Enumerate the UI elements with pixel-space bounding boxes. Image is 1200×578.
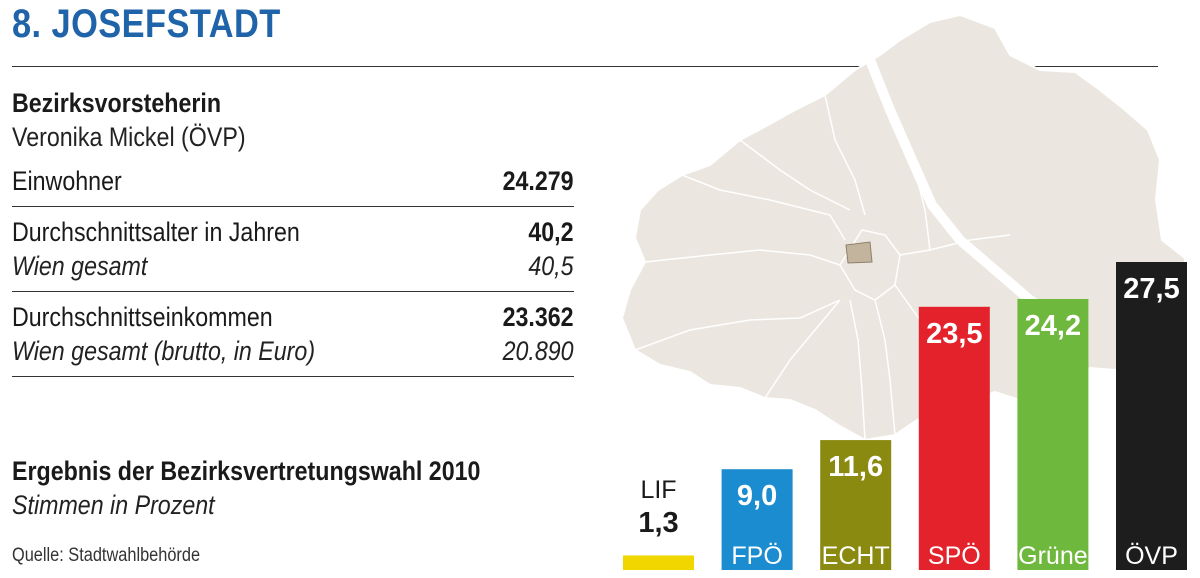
bar-value-label: 1,3 bbox=[638, 507, 678, 539]
page-title: 8. JOSEFSTADT bbox=[12, 2, 281, 46]
stat-row-income-vienna: Wien gesamt (brutto, in Euro) 20.890 bbox=[12, 334, 574, 368]
stat-row-population: Einwohner 24.279 bbox=[12, 164, 574, 198]
mayor-label: Bezirksvorsteherin bbox=[12, 88, 222, 118]
bar-echt bbox=[820, 440, 892, 570]
election-heading: Ergebnis der Bezirksvertretungswahl 2010… bbox=[12, 454, 557, 522]
category-label: ECHT bbox=[822, 542, 890, 570]
income-value: 23.362 bbox=[502, 302, 574, 332]
divider bbox=[12, 291, 574, 292]
election-title: Ergebnis der Bezirksvertretungswahl 2010 bbox=[12, 456, 481, 486]
income-vienna-label: Wien gesamt (brutto, in Euro) bbox=[12, 336, 316, 366]
bar-value-label: 27,5 bbox=[1123, 273, 1179, 305]
bar-value-label: 23,5 bbox=[926, 318, 982, 350]
mayor-name: Veronika Mickel (ÖVP) bbox=[12, 122, 246, 152]
info-panel: Bezirksvorsteherin Veronika Mickel (ÖVP)… bbox=[12, 86, 574, 385]
category-label: SPÖ bbox=[928, 542, 981, 570]
income-label: Durchschnittseinkommen bbox=[12, 302, 273, 332]
category-label: LIF bbox=[640, 476, 676, 504]
age-vienna-label: Wien gesamt bbox=[12, 251, 148, 281]
bar-lif bbox=[623, 555, 694, 570]
bar-oevp bbox=[1116, 262, 1187, 570]
bar-spoe bbox=[918, 306, 990, 570]
divider bbox=[12, 376, 574, 377]
category-label: ÖVP bbox=[1125, 542, 1178, 570]
age-vienna-value: 40,5 bbox=[528, 251, 574, 281]
stat-row-income: Durchschnittseinkommen 23.362 bbox=[12, 300, 574, 334]
age-label: Durchschnittsalter in Jahren bbox=[12, 217, 300, 247]
election-subtitle: Stimmen in Prozent bbox=[12, 490, 215, 520]
bar-value-label: 9,0 bbox=[737, 480, 777, 512]
category-label: FPÖ bbox=[731, 542, 782, 570]
divider bbox=[12, 206, 574, 207]
stat-row-age-vienna: Wien gesamt 40,5 bbox=[12, 249, 574, 283]
age-value: 40,2 bbox=[528, 217, 574, 247]
category-label: Grüne bbox=[1018, 542, 1087, 570]
bar-value-label: 11,6 bbox=[828, 451, 883, 483]
bar-value-label: 24,2 bbox=[1025, 310, 1081, 342]
bar-fpoe bbox=[721, 469, 793, 570]
title-rule bbox=[12, 66, 1158, 67]
josefstadt-highlight bbox=[845, 241, 873, 264]
income-vienna-value: 20.890 bbox=[502, 336, 574, 366]
source-note: Quelle: Stadtwahlbehörde bbox=[12, 545, 201, 566]
stat-row-age: Durchschnittsalter in Jahren 40,2 bbox=[12, 215, 574, 249]
population-label: Einwohner bbox=[12, 166, 122, 196]
bar-gruene bbox=[1017, 298, 1089, 570]
population-value: 24.279 bbox=[502, 166, 574, 196]
danube-river bbox=[865, 58, 1073, 330]
